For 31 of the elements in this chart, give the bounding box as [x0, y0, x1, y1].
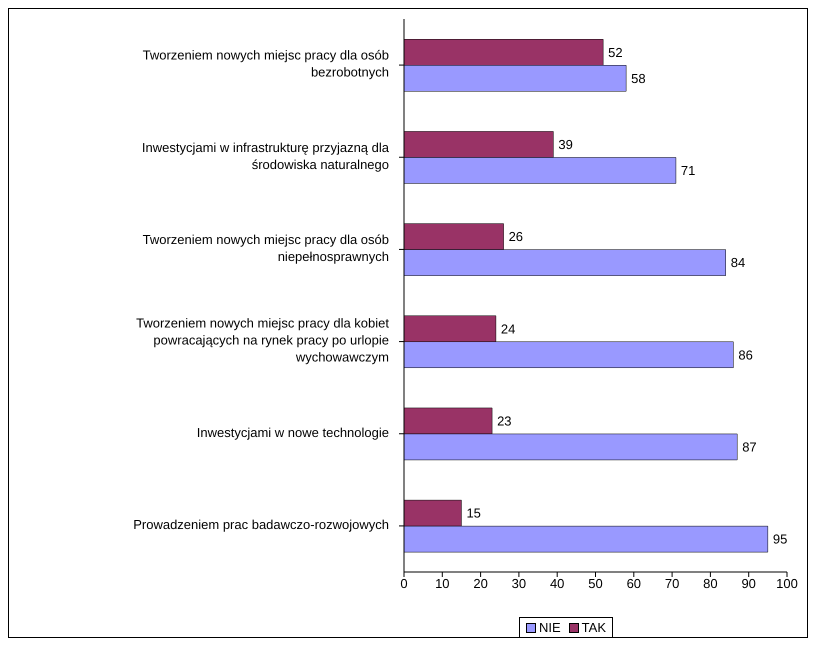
data-label: 24 [500, 321, 516, 336]
data-label: 87 [742, 440, 757, 455]
x-tick-label: 80 [703, 576, 718, 592]
x-tick-label: 0 [400, 576, 408, 592]
y-tick-label: Inwestycjami w infrastrukturę przyjazną dla środowiska naturalnego [142, 140, 390, 172]
data-label: 23 [497, 414, 512, 429]
y-tick-label: Inwestycjami w nowe technologie [196, 425, 389, 440]
y-tick-label: Prowadzeniem prac badawczo-rozwojowych [133, 517, 389, 532]
data-label: 39 [558, 137, 573, 152]
y-tick-label: Tworzeniem nowych miejsc pracy dla kobiet powracających na rynek pracy po urlopie wychowawczym [136, 316, 390, 366]
y-tick-label: Tworzeniem nowych miejsc pracy dla osób niepełnosprawnych [142, 232, 389, 264]
data-label: 26 [508, 229, 524, 244]
data-label: 52 [608, 44, 623, 60]
x-tick-label: 100 [776, 576, 798, 592]
legend-label: NIE [539, 620, 561, 635]
data-label: 86 [738, 347, 753, 362]
data-label: 71 [680, 163, 696, 178]
x-tick-label: 60 [626, 576, 642, 592]
data-label: 15 [466, 506, 481, 521]
x-tick-label: 50 [588, 576, 603, 592]
y-tick-label: Tworzeniem nowych miejsc pracy dla osób bezrobotnych [142, 48, 389, 80]
data-label: 95 [772, 532, 788, 547]
x-tick-label: 90 [741, 576, 756, 592]
legend-label: TAK [582, 620, 606, 635]
x-tick-label: 70 [664, 576, 680, 592]
x-tick-label: 20 [473, 576, 488, 592]
data-label: 84 [730, 255, 746, 270]
x-tick-label: 40 [550, 576, 564, 592]
x-tick-label: 30 [512, 576, 526, 592]
x-tick-label: 10 [435, 576, 450, 592]
data-label: 58 [631, 70, 646, 86]
